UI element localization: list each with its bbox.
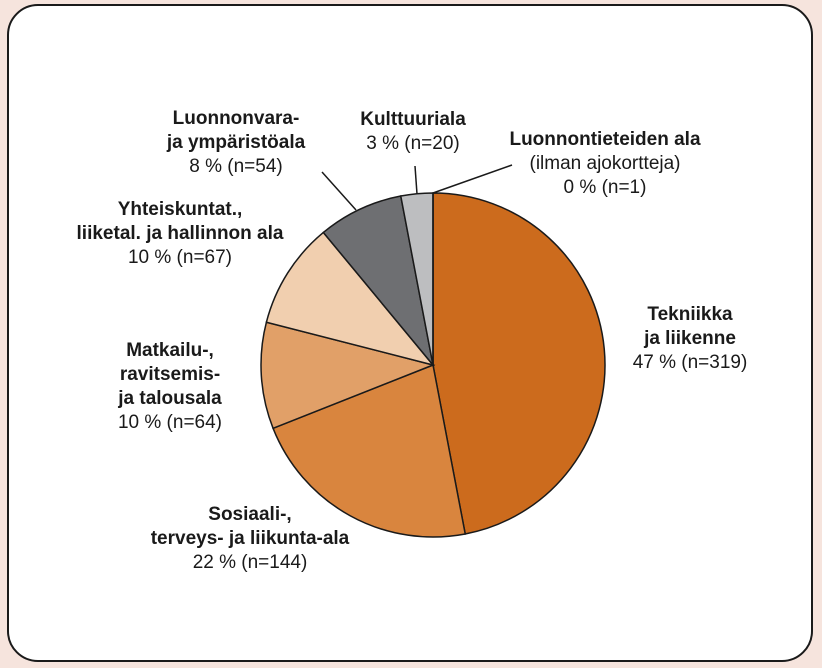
leader-line xyxy=(432,164,513,194)
category-label: ja talousala xyxy=(117,388,222,409)
category-label: ja ympäristöala xyxy=(166,132,306,153)
leader-line xyxy=(321,171,357,211)
category-label: Matkailu-, xyxy=(126,340,214,361)
category-label: (ilman ajokortteja) xyxy=(530,153,681,174)
value-label: 22 % (n=144) xyxy=(193,552,308,573)
category-label: Luonnonvara- xyxy=(173,108,300,129)
category-label: Yhteiskuntat., xyxy=(118,199,243,220)
category-label: terveys- ja liikunta-ala xyxy=(151,528,350,549)
value-label: 8 % (n=54) xyxy=(189,156,282,177)
value-label: 3 % (n=20) xyxy=(366,133,459,154)
category-label: Tekniikka xyxy=(647,304,733,325)
category-label: ja liikenne xyxy=(643,328,736,349)
value-label: 47 % (n=319) xyxy=(633,352,748,373)
category-label: ravitsemis- xyxy=(120,364,220,385)
value-label: 10 % (n=64) xyxy=(118,412,222,433)
value-label: 10 % (n=67) xyxy=(128,247,232,268)
slice xyxy=(432,192,606,535)
pie xyxy=(260,192,606,538)
category-label: Sosiaali-, xyxy=(208,504,291,525)
value-label: 0 % (n=1) xyxy=(564,177,647,198)
category-label: liiketal. ja hallinnon ala xyxy=(77,223,284,244)
slice xyxy=(260,321,436,430)
category-label: Luonnontieteiden ala xyxy=(509,129,700,150)
category-label: Kulttuuriala xyxy=(360,109,466,130)
slice xyxy=(272,363,467,538)
slice xyxy=(265,231,436,367)
leader-line xyxy=(414,165,418,195)
